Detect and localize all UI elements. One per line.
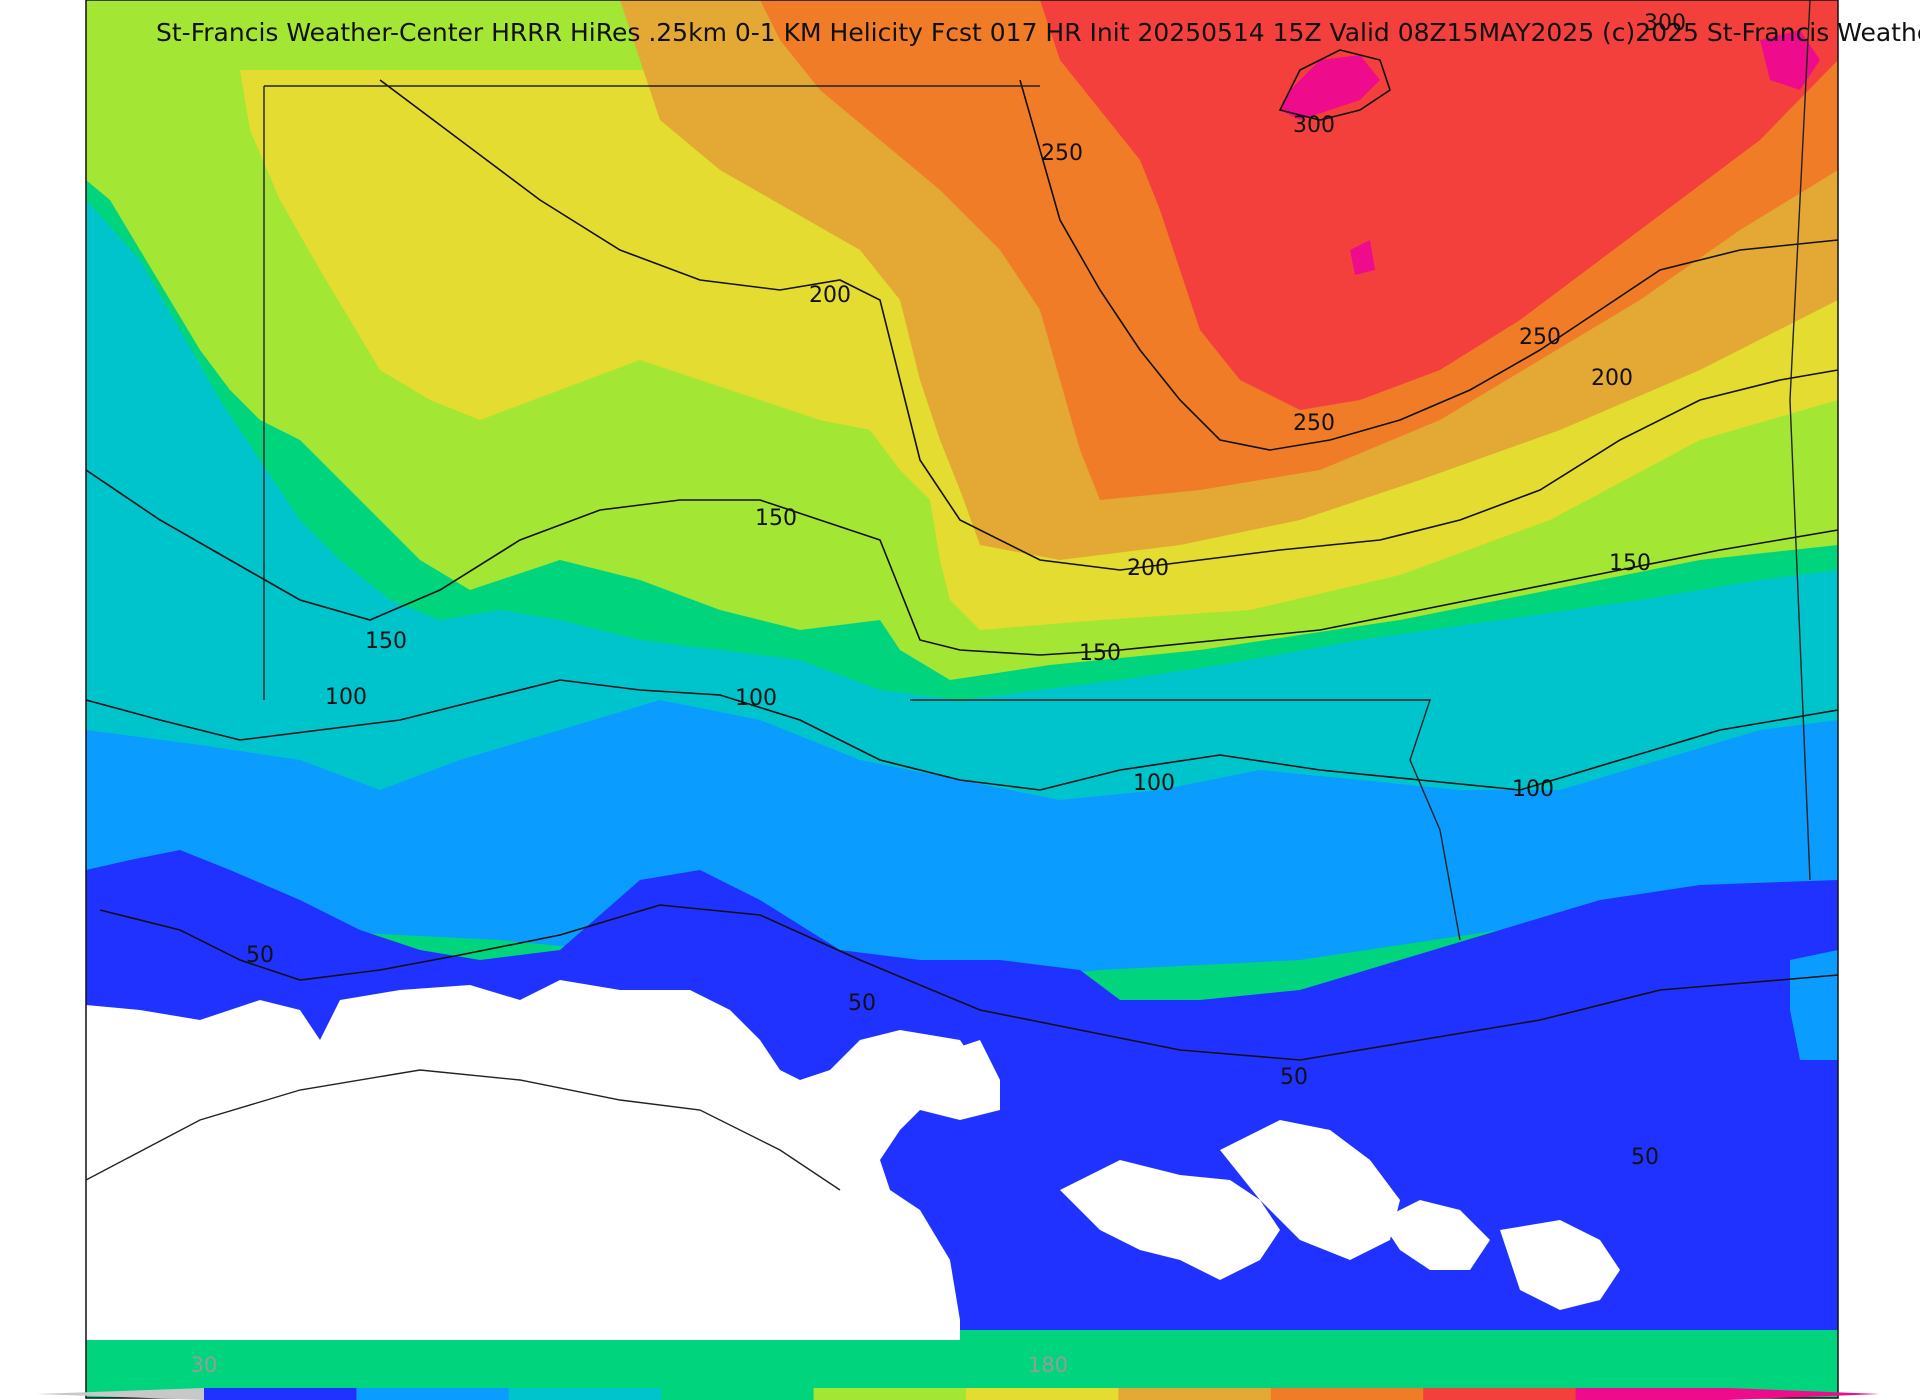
coastline [85,1069,841,1191]
band-300-fill [1350,240,1375,275]
colorbar-segment [661,1388,815,1400]
colorbar-segment [1423,1388,1577,1400]
contour-label: 100 [1133,771,1175,796]
colorbar-tick-label: 180 [1028,1353,1068,1377]
band-250-fill [1040,0,1838,410]
no-data-region [1500,1220,1620,1310]
contour-label: 150 [1609,551,1651,576]
contour-300 [1278,49,1391,121]
state-boundary [1789,0,1811,881]
state-boundary [910,699,1461,941]
contour-label: 150 [1079,641,1121,666]
band-75-fill [1790,950,1838,1060]
contour-label: 100 [735,686,777,711]
colorbar-segments [204,1388,1729,1400]
contour-label: 300 [1644,11,1686,36]
contour-label: 250 [1293,411,1335,436]
contour-label: 250 [1041,141,1083,166]
no-data-region [1060,1160,1280,1280]
contour-label: 250 [1519,325,1561,350]
colorbar-left-extension [36,1388,204,1400]
colorbar-segment [966,1388,1119,1400]
no-data-region [1220,1120,1400,1260]
contour-label: 50 [246,943,274,968]
contour-label: 200 [809,283,851,308]
map-title: St-Francis Weather-Center HRRR HiRes .25… [156,18,1920,47]
contour-50 [99,904,1839,1061]
contour-label: 50 [848,991,876,1016]
colorbar-segment [508,1388,662,1400]
no-data-region [86,980,1000,1340]
colorbar-segment [204,1388,357,1400]
contour-250 [1019,79,1839,451]
contour-150 [85,469,1839,656]
colorbar-segment [1270,1388,1424,1400]
contour-label: 100 [325,685,367,710]
band-100-fill [86,200,1838,840]
colorbar: 30 180 [36,1353,1880,1400]
contour-label: 150 [755,506,797,531]
contour-100 [85,679,1839,791]
colorbar-right-extension [1728,1388,1880,1400]
contour-label: 150 [365,629,407,654]
contour-label: 300 [1293,113,1335,138]
contour-200 [379,79,1839,571]
no-data-region [860,1030,980,1090]
colorbar-tick-label: 30 [191,1353,218,1377]
helicity-contour-lines [85,49,1839,1061]
colorbar-segment [813,1388,967,1400]
contour-label: 100 [1512,777,1554,802]
no-data-region [1380,1200,1490,1270]
band-300-fill [1760,30,1820,90]
contour-label: 50 [1631,1145,1659,1170]
band-75-fill [86,700,1838,990]
helicity-fill-layer [86,0,1838,1398]
band-300-fill [1280,55,1380,120]
colorbar-segment [356,1388,510,1400]
contour-label: 50 [1280,1065,1308,1090]
contour-label: 200 [1127,556,1169,581]
boundary-lines [85,0,1811,1191]
contour-label: 200 [1591,366,1633,391]
contour-labels: 300 300 250 250 250 200 200 200 150 150 … [246,11,1686,1170]
colorbar-segment [1118,1388,1272,1400]
colorbar-segment [1575,1388,1729,1400]
